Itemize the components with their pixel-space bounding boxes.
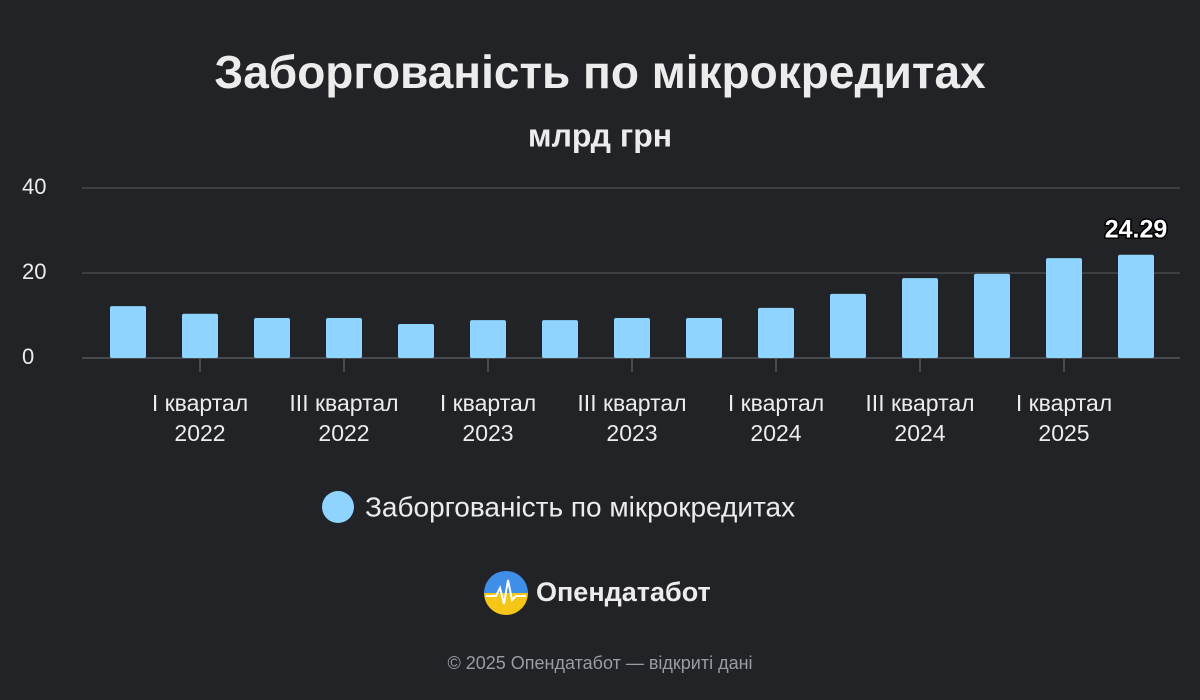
legend-swatch: [322, 491, 354, 523]
bar: [254, 318, 290, 358]
bar: [614, 318, 650, 358]
bar: [686, 318, 722, 358]
x-tick-label: III квартал 2024: [865, 390, 974, 446]
bar: [974, 273, 1010, 358]
bar: [110, 306, 146, 358]
brand-name: Опендатабот: [536, 577, 711, 607]
chart-title: Заборгованість по мікрокредитах: [214, 46, 986, 98]
bar: [470, 320, 506, 358]
x-tick-label: III квартал 2022: [289, 390, 398, 446]
y-tick-label: 0: [22, 344, 34, 369]
logo: [484, 571, 528, 615]
y-tick-label: 40: [22, 174, 46, 199]
x-tick-label: I квартал 2025: [1016, 390, 1112, 446]
bar: [830, 293, 866, 358]
bar: [1118, 254, 1154, 358]
bar: [758, 307, 794, 358]
bar: [398, 324, 434, 358]
bar: [182, 313, 218, 358]
x-tick-label: I квартал 2024: [728, 390, 824, 446]
bar: [1046, 258, 1082, 358]
y-tick-label: 20: [22, 259, 46, 284]
x-tick-label: III квартал 2023: [577, 390, 686, 446]
chart-subtitle: млрд грн: [528, 117, 672, 153]
bar: [326, 318, 362, 358]
legend-label: Заборгованість по мікрокредитах: [365, 491, 795, 522]
bar: [902, 278, 938, 358]
bar: [542, 320, 578, 358]
footer: © 2025 Опендатабот — відкриті дані: [447, 653, 752, 673]
x-tick-label: I квартал 2023: [440, 390, 536, 446]
x-tick-label: I квартал 2022: [152, 390, 248, 446]
value-label: 24.29: [1105, 215, 1168, 243]
